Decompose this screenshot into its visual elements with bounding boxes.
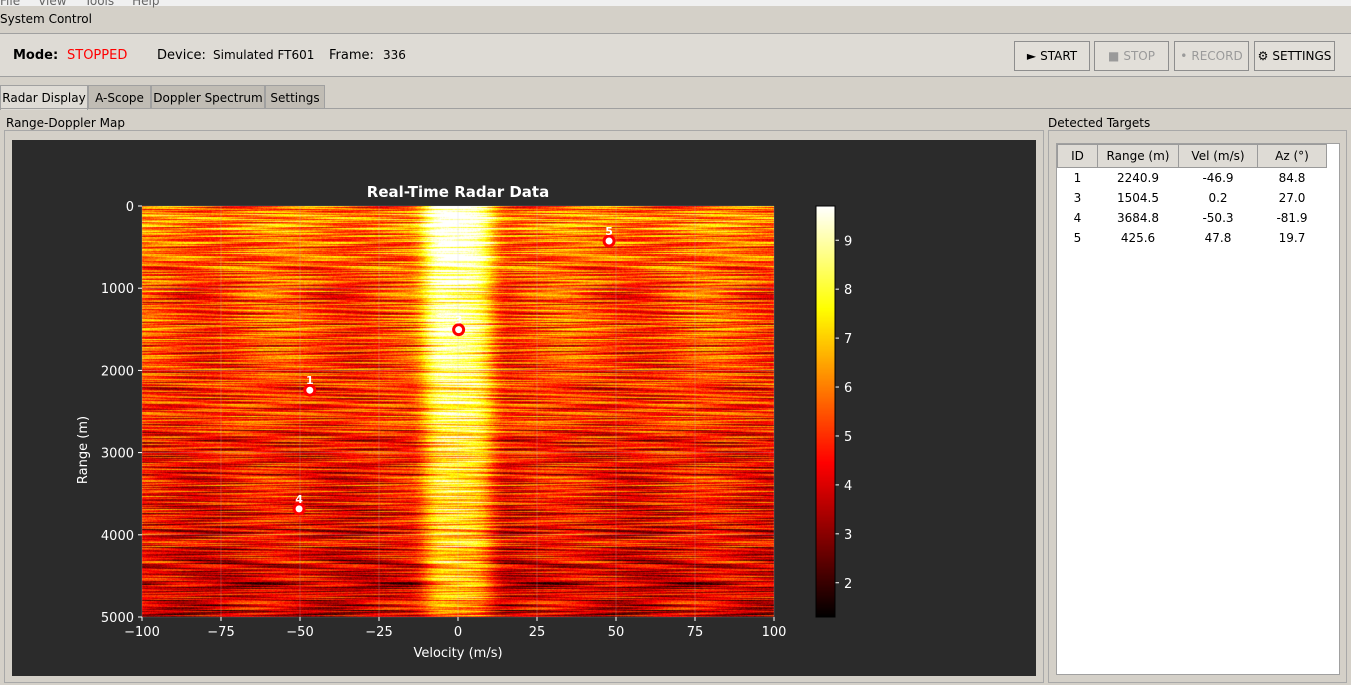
target-label: 5 — [605, 225, 613, 238]
tab-radar-display[interactable]: Radar Display — [0, 85, 88, 110]
x-tick-label: 50 — [608, 625, 625, 640]
y-tick-label: 2000 — [101, 364, 134, 379]
table-cell: 27.0 — [1278, 191, 1306, 205]
tab-settings[interactable]: Settings — [265, 85, 325, 109]
chart-title: Real-Time Radar Data — [367, 183, 549, 201]
colorbar-tick-label: 4 — [844, 479, 852, 494]
record-icon: • — [1180, 49, 1188, 63]
table-cell: -81.9 — [1276, 211, 1308, 225]
settings-button[interactable]: ⚙ SETTINGS — [1254, 41, 1335, 71]
table-cell: 3684.8 — [1117, 211, 1159, 225]
stop-button[interactable]: ■ STOP — [1094, 41, 1169, 71]
table-cell: 1 — [1073, 171, 1082, 185]
target-marker — [303, 383, 317, 397]
menu-bar: File View Tools Help — [0, 0, 1351, 8]
x-tick-label: 100 — [762, 625, 787, 640]
target-label: 1 — [306, 374, 314, 387]
col-header-range[interactable]: Range (m) — [1097, 144, 1179, 168]
y-tick-label: 0 — [126, 200, 134, 215]
device-value: Simulated FT601 — [213, 48, 315, 62]
colorbar — [816, 206, 835, 617]
range-doppler-panel — [4, 130, 1044, 683]
play-icon: ► — [1026, 49, 1037, 63]
table-cell: 19.7 — [1278, 231, 1306, 245]
col-header-id[interactable]: ID — [1057, 144, 1098, 168]
colorbar-tick-label: 3 — [844, 528, 852, 543]
table-row[interactable]: 5 425.6 47.8 19.7 — [1057, 228, 1327, 248]
tab-doppler-spectrum[interactable]: Doppler Spectrum — [151, 85, 265, 109]
start-button[interactable]: ► START — [1014, 41, 1090, 71]
table-row[interactable]: 1 2240.9 -46.9 84.8 — [1057, 168, 1327, 188]
detected-targets-label: Detected Targets — [1048, 116, 1151, 130]
plot-canvas: Real-Time Radar Data Velocity (m/s) Rang… — [12, 140, 1036, 676]
table-row[interactable]: 4 3684.8 -50.3 -81.9 — [1057, 208, 1327, 228]
table-cell: 425.6 — [1120, 231, 1156, 245]
colorbar-frame — [815, 205, 836, 618]
gear-icon: ⚙ — [1257, 49, 1269, 63]
colorbar-tick-label: 5 — [844, 430, 852, 445]
y-axis-label: Range (m) — [76, 416, 91, 484]
stop-icon: ■ — [1108, 49, 1120, 63]
target-label: 4 — [295, 493, 303, 506]
col-header-az[interactable]: Az (°) — [1257, 144, 1327, 168]
x-tick-label: 75 — [687, 625, 704, 640]
x-axis-label: Velocity (m/s) — [413, 646, 502, 661]
y-tick-label: 5000 — [101, 611, 134, 626]
x-tick-label: 0 — [454, 625, 462, 640]
colorbar-tick-label: 8 — [844, 283, 852, 298]
start-label: START — [1040, 49, 1078, 63]
x-tick-label: −100 — [124, 625, 160, 640]
target-marker — [452, 323, 466, 337]
frame-label: Frame: — [329, 48, 374, 63]
table-cell: 1504.5 — [1117, 191, 1159, 205]
target-marker — [292, 502, 306, 516]
table-cell: 47.8 — [1204, 231, 1232, 245]
colorbar-tick-label: 9 — [844, 234, 852, 249]
target-label: 3 — [455, 314, 463, 327]
menu-file[interactable]: File — [0, 0, 21, 8]
target-marker — [602, 234, 616, 248]
colorbar-tick-label: 7 — [844, 332, 852, 347]
colorbar-tick-label: 6 — [844, 381, 852, 396]
table-cell: 2240.9 — [1117, 171, 1159, 185]
menu-help[interactable]: Help — [132, 0, 160, 8]
table-row[interactable]: 3 1504.5 0.2 27.0 — [1057, 188, 1327, 208]
system-control-panel: Mode: STOPPED Device: Simulated FT601 Fr… — [0, 33, 1351, 77]
heatmap-image — [142, 206, 774, 617]
record-label: RECORD — [1191, 49, 1243, 63]
x-tick-label: −25 — [365, 625, 392, 640]
menu-view[interactable]: View — [38, 0, 67, 8]
table-cell: -46.9 — [1202, 171, 1234, 185]
mode-label: Mode: — [13, 48, 59, 63]
tab-a-scope[interactable]: A-Scope — [88, 85, 151, 109]
mode-value: STOPPED — [67, 48, 128, 63]
frame-value: 336 — [383, 48, 406, 62]
table-cell: 5 — [1073, 231, 1082, 245]
record-button[interactable]: • RECORD — [1174, 41, 1249, 71]
table-cell: -50.3 — [1202, 211, 1234, 225]
table-cell: 84.8 — [1278, 171, 1306, 185]
menu-tools[interactable]: Tools — [84, 0, 115, 8]
table-cell: 3 — [1073, 191, 1082, 205]
range-doppler-label: Range-Doppler Map — [6, 116, 125, 130]
x-tick-label: 25 — [529, 625, 546, 640]
detected-targets-panel — [1048, 130, 1347, 683]
plot-overlay: Real-Time Radar Data Velocity (m/s) Rang… — [76, 183, 852, 661]
device-label: Device: — [157, 48, 206, 63]
system-control-label: System Control — [0, 12, 92, 26]
settings-label: SETTINGS — [1272, 49, 1332, 63]
col-header-vel[interactable]: Vel (m/s) — [1178, 144, 1258, 168]
targets-table[interactable]: ID Range (m) Vel (m/s) Az (°) 1 2240.9 -46… — [1056, 143, 1340, 675]
y-tick-label: 3000 — [101, 447, 134, 462]
y-tick-label: 1000 — [101, 282, 134, 297]
stop-label: STOP — [1123, 49, 1155, 63]
y-tick-label: 4000 — [101, 529, 134, 544]
colorbar-tick-label: 2 — [844, 577, 852, 592]
x-tick-label: −75 — [207, 625, 234, 640]
x-tick-label: −50 — [286, 625, 313, 640]
table-cell: 4 — [1073, 211, 1082, 225]
table-cell: 0.2 — [1208, 191, 1228, 205]
